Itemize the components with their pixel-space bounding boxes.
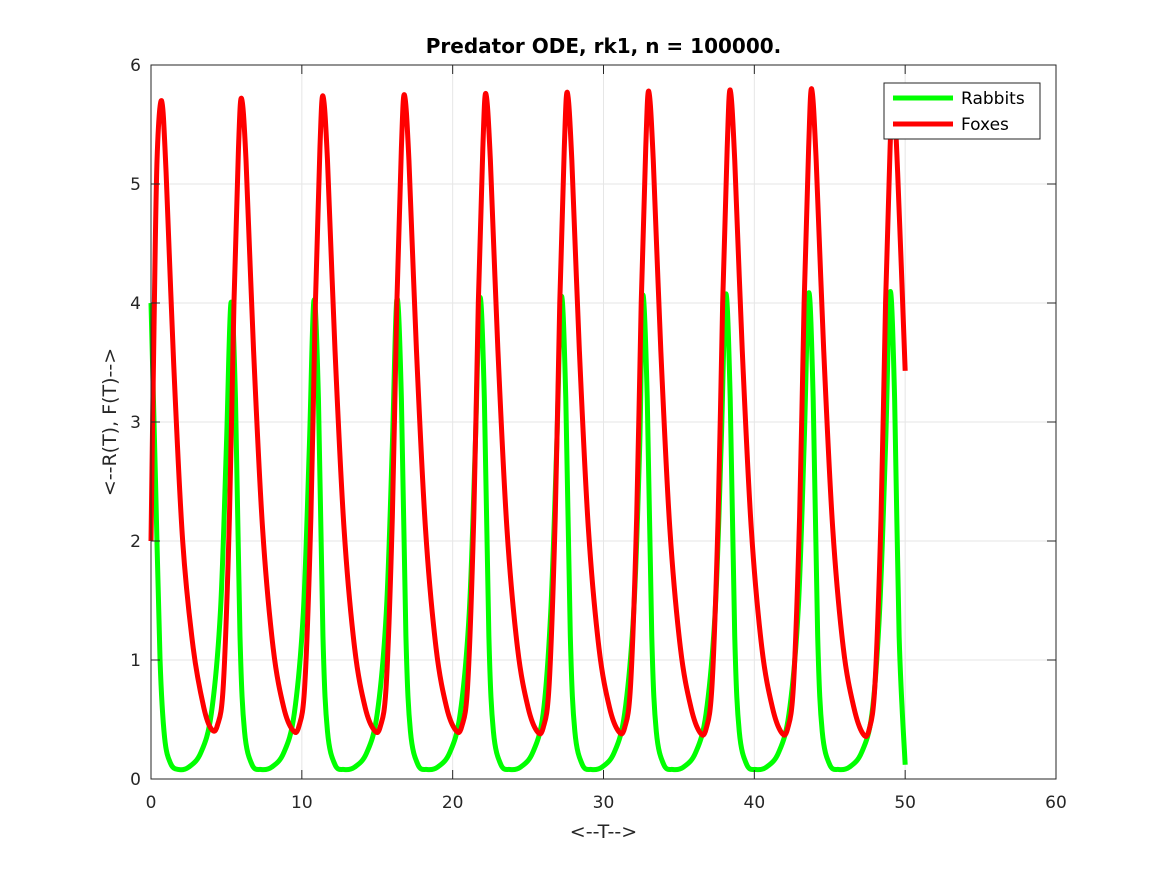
y-axis-label: <--R(T), F(T)--> <box>99 348 121 496</box>
axis-ticks <box>150 64 1057 780</box>
legend-label-foxes: Foxes <box>961 115 1009 135</box>
y-tick-labels: 0 1 2 3 4 5 6 <box>130 56 141 790</box>
y-tick-label: 5 <box>130 175 141 195</box>
x-tick-label: 10 <box>291 793 313 813</box>
legend: Rabbits Foxes <box>883 82 1041 140</box>
series-lines <box>148 84 908 773</box>
x-tick-label: 30 <box>593 793 615 813</box>
x-tick-label: 0 <box>146 793 157 813</box>
x-tick-label: 40 <box>744 793 766 813</box>
y-tick-label: 3 <box>130 413 141 433</box>
x-axis-label: <--T--> <box>570 821 637 843</box>
y-tick-label: 2 <box>130 532 141 552</box>
x-tick-labels: 0 10 20 30 40 50 60 <box>146 793 1067 813</box>
y-tick-label: 0 <box>130 770 141 790</box>
y-tick-label: 6 <box>130 56 141 76</box>
legend-label-rabbits: Rabbits <box>961 89 1025 109</box>
chart-title: Predator ODE, rk1, n = 100000. <box>426 34 782 58</box>
series-line-foxes <box>148 84 908 740</box>
x-tick-label: 50 <box>894 793 916 813</box>
x-tick-label: 20 <box>442 793 464 813</box>
y-tick-label: 4 <box>130 294 141 314</box>
x-tick-label: 60 <box>1045 793 1067 813</box>
legend-box <box>883 82 1041 140</box>
y-tick-label: 1 <box>130 651 141 671</box>
